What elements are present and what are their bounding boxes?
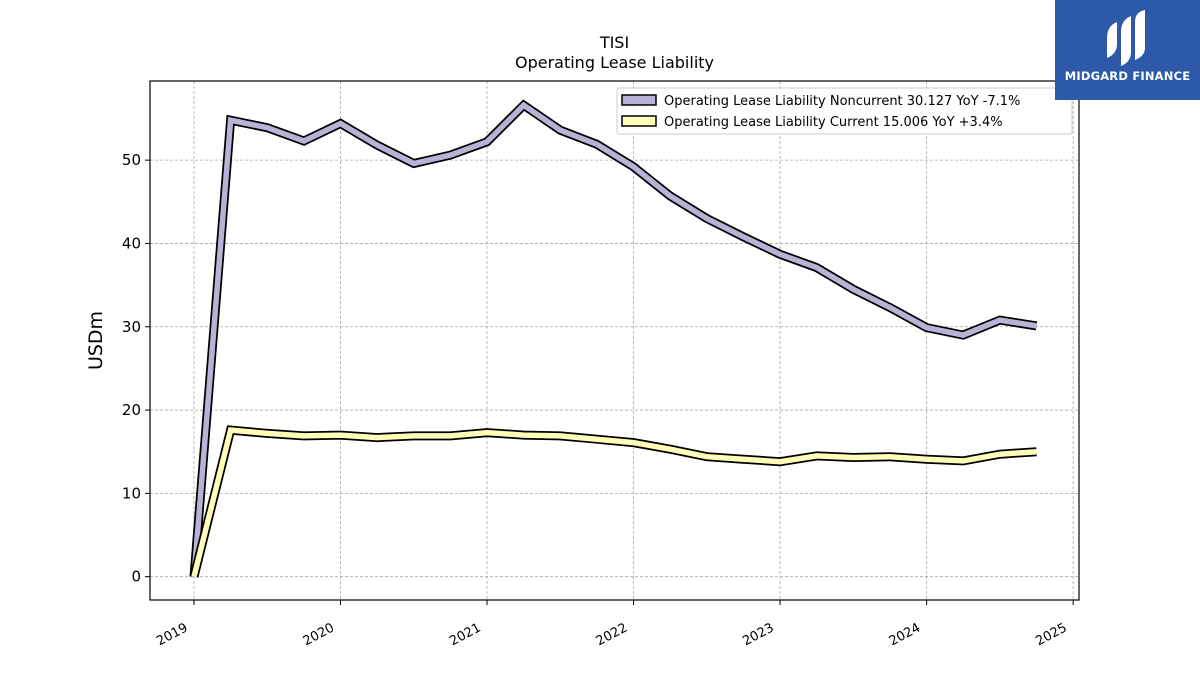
chart-title: TISI (599, 33, 629, 52)
logo-text: MIDGARD FINANCE (1064, 69, 1191, 83)
x-tick-label: 2025 (1033, 621, 1069, 650)
y-tick-label: 50 (122, 151, 141, 169)
x-tick-label: 2019 (154, 621, 190, 650)
x-tick-label: 2021 (447, 621, 483, 650)
chart-subtitle: Operating Lease Liability (515, 53, 714, 72)
legend-swatch-noncurrent (621, 94, 657, 106)
x-tick-label: 2023 (740, 621, 776, 650)
legend-label-noncurrent: Operating Lease Liability Noncurrent 30.… (664, 94, 1020, 109)
axis-ticks: 0 10 20 30 40 50 2019 2020 2021 2022 2023 2024 2025 (122, 151, 1074, 650)
y-tick-label: 40 (122, 234, 141, 252)
x-tick-label: 2022 (594, 621, 630, 650)
y-tick-label: 0 (131, 568, 141, 586)
series-line-outline-0 (189, 99, 1038, 578)
logo-mark-icon (1107, 10, 1145, 66)
series-line-outline-1 (189, 425, 1037, 578)
legend: Operating Lease Liability Noncurrent 30.… (616, 87, 1073, 135)
legend-label-current: Operating Lease Liability Current 15.006… (664, 115, 1003, 130)
x-tick-label: 2020 (301, 621, 337, 650)
y-axis-label: USDm (85, 311, 107, 370)
x-tick-label: 2024 (887, 621, 923, 650)
y-tick-label: 10 (122, 484, 141, 502)
legend-box (616, 87, 1073, 135)
y-tick-label: 30 (122, 318, 141, 336)
y-tick-label: 20 (122, 401, 141, 419)
series-lines (189, 99, 1038, 578)
series-line-1 (191, 427, 1037, 578)
midgard-finance-logo: MIDGARD FINANCE (1055, 0, 1200, 100)
series-line-0 (191, 101, 1037, 577)
plot-frame (149, 80, 1080, 601)
legend-swatch-current (621, 115, 657, 127)
